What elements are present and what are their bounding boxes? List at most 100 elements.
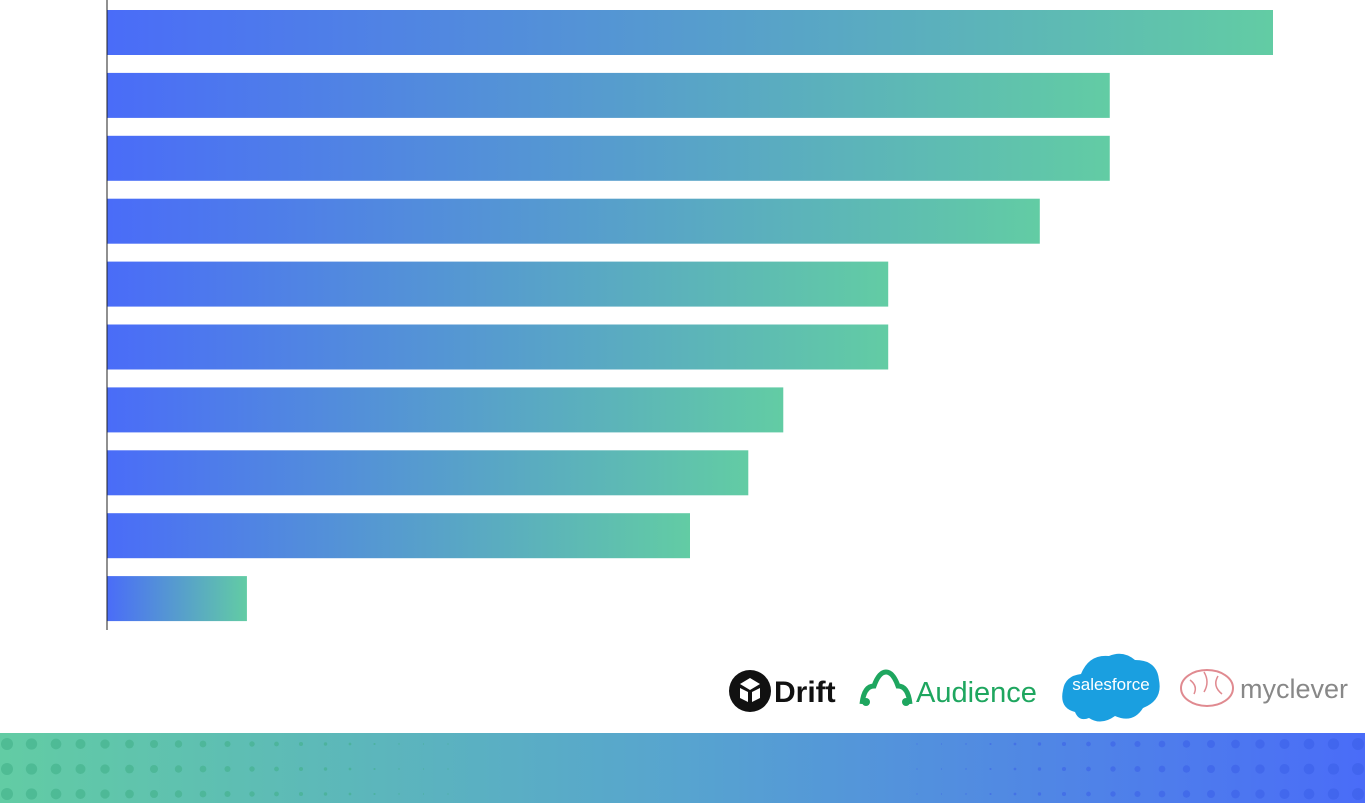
logo-drift: Drift — [729, 670, 836, 712]
dot — [1182, 790, 1191, 798]
bar — [107, 198, 1040, 244]
dot — [1352, 763, 1364, 775]
dot — [1255, 764, 1265, 774]
dot — [1206, 764, 1216, 774]
dot — [75, 788, 86, 800]
dot — [373, 742, 376, 746]
logo-myclever: myclever — [1180, 669, 1348, 707]
dot — [989, 792, 992, 796]
dot — [1013, 792, 1017, 796]
dot — [25, 763, 38, 775]
dot — [249, 741, 255, 747]
dot — [916, 768, 918, 770]
dot — [348, 767, 352, 771]
dot — [398, 768, 400, 770]
dot — [1037, 792, 1042, 796]
dot — [50, 788, 62, 800]
dot — [1086, 791, 1091, 797]
dot — [1134, 740, 1141, 748]
dot — [1352, 788, 1364, 800]
logo-text: salesforce — [1072, 675, 1149, 694]
dot — [298, 766, 304, 772]
dot — [1279, 763, 1290, 775]
dot — [1110, 766, 1116, 772]
bar — [107, 10, 1273, 55]
dot — [965, 743, 967, 745]
dot — [199, 790, 207, 798]
dot — [1061, 766, 1067, 772]
logo-audience: Audience — [859, 669, 1037, 709]
dot — [965, 793, 967, 795]
dot — [249, 766, 255, 772]
dot — [1037, 767, 1042, 771]
bar — [107, 450, 749, 496]
dot — [1110, 741, 1116, 747]
dot — [1279, 788, 1290, 800]
dot — [1158, 740, 1166, 748]
dot — [75, 763, 86, 775]
dot — [373, 767, 376, 771]
bar — [107, 324, 889, 370]
bar — [107, 576, 247, 622]
dot — [1231, 739, 1240, 749]
dot — [274, 741, 279, 747]
dot — [1158, 790, 1166, 798]
dot — [373, 792, 376, 796]
dot — [149, 789, 159, 799]
dot — [1158, 765, 1166, 773]
dot — [1231, 764, 1240, 774]
dot — [965, 768, 967, 770]
dot — [25, 738, 38, 750]
dot — [916, 793, 918, 795]
dot — [348, 742, 352, 746]
dot — [398, 793, 400, 795]
dot — [1182, 765, 1191, 773]
dot — [1182, 740, 1191, 748]
dot — [50, 763, 62, 775]
dot — [1231, 789, 1240, 799]
dot — [940, 743, 943, 745]
dot — [298, 741, 304, 747]
dot — [274, 791, 279, 797]
dot — [323, 742, 328, 746]
dot — [50, 738, 62, 750]
bar — [107, 72, 1110, 118]
dot — [1, 788, 13, 800]
dot — [940, 793, 943, 795]
dot — [100, 764, 110, 774]
dot — [100, 789, 110, 799]
dot — [1352, 738, 1364, 750]
dot — [1303, 763, 1315, 775]
logo-salesforce: salesforce — [1062, 653, 1160, 722]
dot — [149, 739, 159, 749]
dot — [1134, 790, 1141, 798]
footer-dots — [1, 738, 1364, 800]
dot — [1037, 742, 1042, 746]
dot — [447, 768, 449, 770]
dot — [1110, 791, 1116, 797]
dot — [989, 767, 992, 771]
dot — [1, 738, 13, 750]
dot — [249, 791, 255, 797]
dot — [422, 743, 425, 745]
dot — [224, 740, 231, 748]
dot — [398, 743, 400, 745]
dot — [174, 740, 183, 748]
dot — [1, 763, 13, 775]
dot — [224, 790, 231, 798]
dot — [1013, 767, 1017, 771]
dot — [940, 768, 943, 770]
dot — [1327, 788, 1340, 800]
dot — [25, 788, 38, 800]
dot — [1134, 765, 1141, 773]
bars — [107, 10, 1273, 622]
bar — [107, 513, 690, 559]
dot — [1206, 789, 1216, 799]
dot — [174, 765, 183, 773]
dot — [1327, 738, 1340, 750]
bar — [107, 261, 889, 307]
dot — [1086, 741, 1091, 747]
dot — [422, 793, 425, 795]
dot — [149, 764, 159, 774]
